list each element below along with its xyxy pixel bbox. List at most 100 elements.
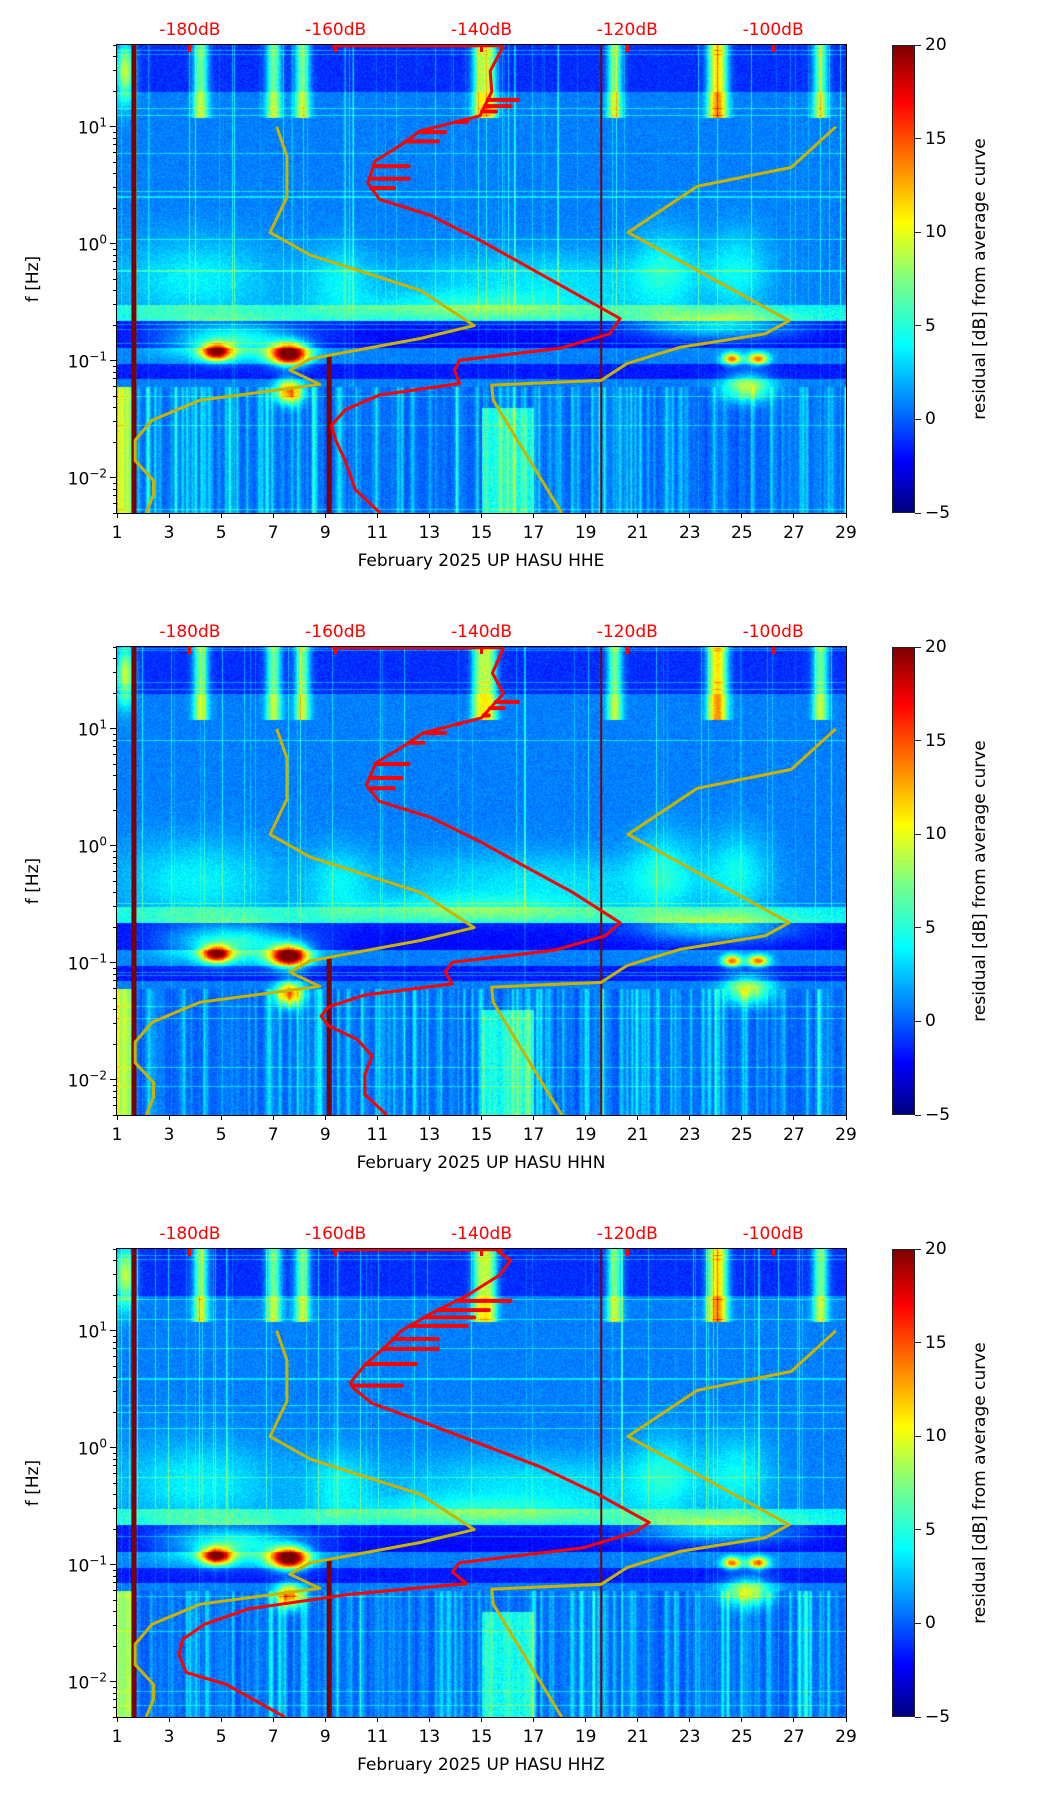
x-tick-mark (689, 513, 691, 518)
y-minor-tick (113, 365, 116, 367)
y-tick-base: 10 (67, 1556, 90, 1577)
y-axis-label: f [Hz] (23, 857, 43, 905)
x-tick-mark (533, 1115, 535, 1120)
y-minor-tick (113, 980, 116, 982)
x-tick-label: 13 (418, 1125, 441, 1145)
top-tick-mark (480, 45, 483, 52)
x-tick-mark (481, 1717, 482, 1722)
x-tick-mark (741, 1115, 743, 1120)
y-minor-tick (113, 144, 116, 146)
colorbar-tick-mark (915, 1248, 921, 1250)
y-tick-base: 10 (77, 1439, 100, 1460)
x-tick-mark (845, 513, 847, 518)
average-psd-line (329, 45, 622, 515)
curves-overlay (131, 1248, 837, 1719)
x-tick-mark (168, 1115, 170, 1120)
plot-area (117, 646, 846, 1117)
top-tick-mark (480, 1249, 483, 1256)
data-gap-line (131, 1249, 137, 1717)
x-axis-label: February 2025 UP HASU HHE (357, 551, 605, 571)
y-tick-label: 101 (78, 717, 107, 740)
y-minor-tick (113, 1692, 116, 1694)
colorbar-label: residual [dB] from average curve (970, 740, 990, 1022)
y-minor-tick (113, 1625, 116, 1627)
colorbar-tick-mark (915, 44, 921, 46)
y-minor-tick (113, 304, 116, 306)
y-minor-tick (113, 261, 116, 263)
x-tick-mark (533, 513, 535, 518)
y-minor-tick (113, 1569, 116, 1571)
colorbar-tick-label: 0 (925, 1011, 936, 1032)
average-psd-line (177, 1248, 651, 1719)
top-db-tick-label: -100dB (742, 622, 804, 642)
x-tick-mark (220, 1717, 222, 1722)
y-minor-tick (113, 1452, 116, 1454)
y-minor-tick (113, 1391, 116, 1393)
x-tick-label: 1 (111, 523, 123, 543)
y-minor-tick (113, 1295, 116, 1297)
y-minor-tick (113, 495, 116, 497)
y-minor-tick (113, 161, 116, 163)
y-tick-mark (110, 243, 116, 245)
data-gap-line (326, 1559, 332, 1717)
y-minor-tick (113, 672, 116, 674)
x-tick-label: 3 (163, 523, 175, 543)
y-minor-tick (113, 421, 116, 423)
y-minor-tick (113, 1335, 116, 1337)
y-minor-tick (113, 810, 116, 812)
colorbar-tick-label: 20 (925, 1239, 947, 1259)
y-minor-tick (113, 1599, 116, 1601)
x-tick-label: 29 (835, 1727, 857, 1747)
y-minor-tick (113, 1084, 116, 1086)
y-minor-tick (113, 1365, 116, 1367)
y-tick-exponent: −1 (89, 951, 107, 966)
y-tick-label: 10−2 (68, 1068, 107, 1091)
y-minor-tick (113, 880, 116, 882)
top-db-tick-label: -140dB (450, 20, 513, 40)
y-minor-tick (113, 1114, 116, 1116)
colorbar (892, 647, 915, 1115)
data-gap-line (326, 957, 332, 1115)
x-tick-mark (220, 513, 222, 518)
top-tick-mark (625, 647, 629, 654)
x-tick-mark (585, 1115, 587, 1120)
data-gap-line (326, 355, 332, 513)
x-tick-label: 11 (366, 1727, 389, 1747)
x-tick-mark (793, 513, 795, 518)
x-tick-mark (793, 1717, 795, 1722)
data-gap-line (600, 1249, 603, 1717)
y-minor-tick (113, 1473, 116, 1475)
colorbar-tick-label: 0 (925, 1613, 936, 1634)
y-minor-tick (113, 44, 116, 46)
x-tick-mark (272, 513, 274, 518)
spectrogram-image (117, 45, 846, 513)
y-minor-tick (113, 1610, 116, 1612)
x-tick-mark (689, 1115, 691, 1120)
y-minor-tick (113, 739, 116, 741)
x-tick-mark (741, 513, 743, 518)
colorbar-tick-mark (915, 512, 921, 514)
x-tick-mark (324, 513, 326, 518)
y-tick-label: 100 (78, 834, 107, 857)
top-db-tick-label: -140dB (450, 1224, 513, 1244)
y-minor-tick (113, 248, 116, 250)
top-db-tick-label: -160dB (305, 1224, 367, 1244)
x-tick-label: 29 (835, 523, 857, 543)
x-tick-mark (481, 513, 482, 518)
y-tick-exponent: 0 (99, 834, 107, 849)
y-minor-tick (113, 1646, 116, 1648)
top-db-tick-label: -180dB (159, 1224, 221, 1244)
y-minor-tick (113, 70, 116, 72)
y-minor-tick (113, 406, 116, 408)
top-tick-mark (188, 1249, 192, 1256)
x-tick-label: 5 (215, 1125, 227, 1145)
y-tick-mark (110, 1447, 116, 1449)
x-tick-mark (376, 1115, 378, 1120)
y-tick-mark (110, 360, 116, 362)
top-db-tick-label: -160dB (305, 20, 367, 40)
y-tick-label: 101 (78, 115, 107, 138)
y-minor-tick (113, 657, 116, 659)
y-minor-tick (113, 378, 116, 380)
x-tick-label: 21 (626, 1125, 649, 1145)
colorbar (892, 45, 915, 513)
